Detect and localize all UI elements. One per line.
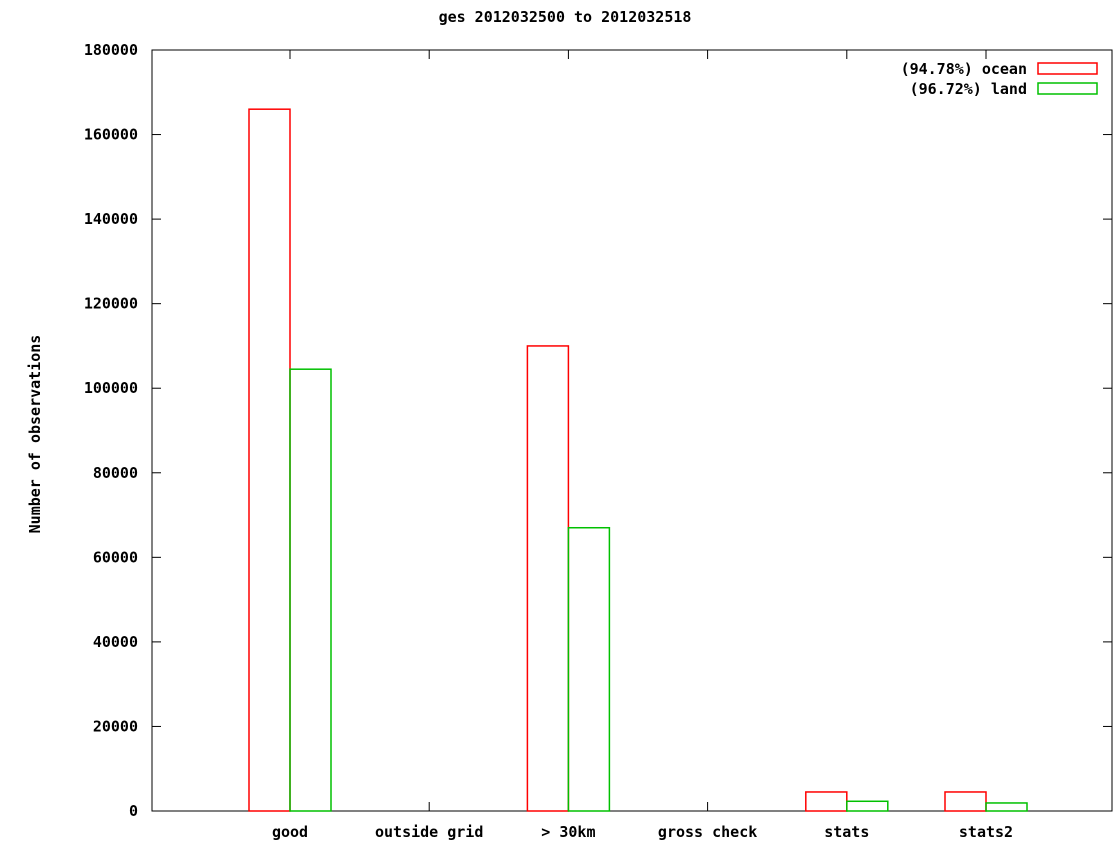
y-tick-label: 40000 — [93, 633, 138, 651]
y-tick-label: 80000 — [93, 464, 138, 482]
x-tick-label: stats2 — [959, 823, 1013, 841]
legend-swatch — [1037, 82, 1098, 95]
bar-land — [985, 802, 1028, 812]
y-tick-label: 0 — [129, 802, 138, 820]
legend: (94.78%) ocean (96.72%) land — [901, 60, 1098, 98]
legend-label: (96.72%) land — [910, 80, 1027, 98]
plot-frame — [151, 49, 1113, 812]
y-tick-label: 140000 — [84, 210, 138, 228]
x-tick-label: good — [272, 823, 308, 841]
y-tick-label: 100000 — [84, 379, 138, 397]
bar-ocean — [944, 791, 987, 812]
y-tick-label: 180000 — [84, 41, 138, 59]
x-tick-label: gross check — [658, 823, 757, 841]
bar-ocean — [526, 345, 570, 812]
y-tick-label: 60000 — [93, 548, 138, 566]
y-axis-label: Number of observations — [26, 335, 44, 534]
x-tick-label: stats — [824, 823, 869, 841]
plot-area: 0 20000 40000 60000 80000 100000 120000 140000 1… — [84, 41, 1113, 841]
chart-title: ges 2012032500 to 2012032518 — [439, 8, 692, 26]
bar-ocean — [248, 108, 291, 812]
x-tick-label: > 30km — [541, 823, 595, 841]
y-tick-label: 20000 — [93, 717, 138, 735]
bar-land — [289, 368, 332, 812]
y-tick-label: 120000 — [84, 295, 138, 313]
bar-ocean — [805, 791, 848, 812]
legend-swatch — [1037, 62, 1098, 75]
bar-land — [567, 526, 611, 812]
y-tick-label: 160000 — [84, 126, 138, 144]
legend-label: (94.78%) ocean — [901, 60, 1027, 78]
bar-land — [846, 800, 889, 812]
x-tick-label: outside grid — [375, 823, 483, 841]
